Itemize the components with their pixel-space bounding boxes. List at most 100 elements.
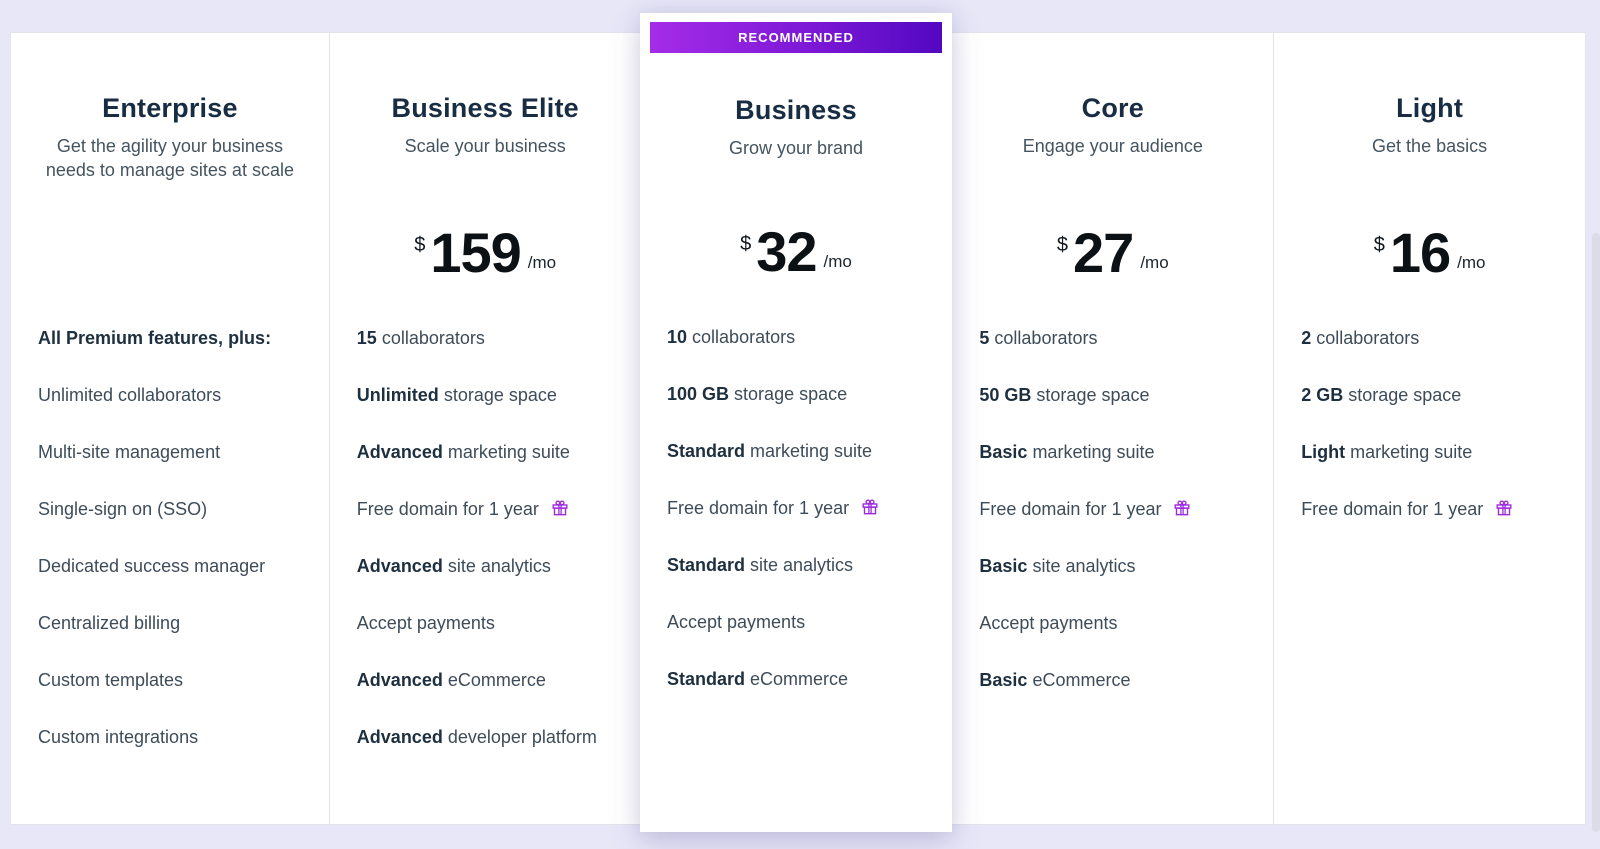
price-period: /mo <box>527 253 557 272</box>
plan-column-business-elite: Business Elite Scale your business $ 159… <box>328 33 641 824</box>
feature-item: Standard site analytics <box>667 555 854 575</box>
plan-name: Business Elite <box>391 93 579 123</box>
price-period: /mo <box>1140 253 1169 272</box>
feature-highlight: Basic <box>979 442 1028 462</box>
feature-item: Advanced eCommerce <box>356 670 546 690</box>
feature-item: 50 GB storage space <box>979 385 1150 405</box>
feature-item: Basic marketing suite <box>979 442 1155 462</box>
feature-highlight: 50 GB <box>979 385 1032 405</box>
plan-name: Core <box>1081 93 1144 123</box>
price-period: /mo <box>1457 253 1486 272</box>
feature-highlight: Unlimited <box>356 385 439 405</box>
feature-highlight: Standard <box>667 441 746 461</box>
feature-highlight: Advanced <box>356 556 443 576</box>
feature-highlight: Basic <box>979 670 1028 690</box>
feature-item: Light marketing suite <box>1301 442 1473 462</box>
feature-highlight: 10 <box>667 327 688 347</box>
feature-item: 2 GB storage space <box>1301 385 1462 405</box>
price-amount: 32 <box>756 220 817 283</box>
feature-item: Multi-site management <box>38 442 221 462</box>
price-currency: $ <box>414 234 426 256</box>
plan-tagline: Get the basics <box>1372 136 1488 156</box>
plan-header: Light Get the basics <box>1274 33 1585 188</box>
feature-item: 100 GB storage space <box>667 384 848 404</box>
plan-name: Light <box>1396 93 1464 123</box>
gift-icon <box>552 500 568 516</box>
plan-header: Core Engage your audience <box>952 33 1273 188</box>
plan-header: Business Elite Scale your business <box>330 33 641 188</box>
feature-item: Free domain for 1 year <box>1301 497 1565 521</box>
plan-price: $ 32 /mo <box>640 187 952 317</box>
plan-column-light: Light Get the basics $ 16 /mo 2 collabor… <box>1273 33 1585 824</box>
feature-item: Centralized billing <box>38 613 181 633</box>
feature-item: 10 collaborators <box>667 327 796 347</box>
feature-item: 2 collaborators <box>1301 328 1420 348</box>
feature-item: Free domain for 1 year <box>979 497 1253 521</box>
feature-item: Custom templates <box>38 670 184 690</box>
plan-name: Enterprise <box>102 93 238 123</box>
feature-highlight: Standard <box>667 669 746 689</box>
feature-item: Single-sign on (SSO) <box>38 499 208 519</box>
feature-list: 15 collaborators Unlimited storage space A… <box>330 326 641 749</box>
feature-item: Advanced developer platform <box>356 727 597 747</box>
price-period: /mo <box>823 252 852 271</box>
recommended-badge-label: RECOMMENDED <box>738 30 854 45</box>
feature-highlight: 15 <box>356 328 377 348</box>
plan-price: $ 16 /mo <box>1274 188 1585 318</box>
feature-list: All Premium features, plus: Unlimited col… <box>11 326 329 749</box>
price-amount: 27 <box>1073 221 1134 284</box>
feature-item: 15 collaborators <box>356 328 485 348</box>
plan-header: Enterprise Get the agility your business… <box>11 33 329 188</box>
feature-item: Advanced site analytics <box>356 556 551 576</box>
plan-tagline: Engage your audience <box>1022 136 1203 156</box>
feature-item: Accept payments <box>667 612 806 632</box>
feature-highlight: 2 GB <box>1301 385 1344 405</box>
feature-item: Custom integrations <box>38 727 199 747</box>
price-currency: $ <box>740 233 752 255</box>
price-currency: $ <box>1373 234 1385 256</box>
feature-highlight: 2 <box>1301 328 1312 348</box>
recommended-badge: RECOMMENDED <box>650 22 942 53</box>
feature-item: Advanced marketing suite <box>356 442 570 462</box>
plan-name: Business <box>735 95 857 125</box>
feature-highlight: Light <box>1301 442 1346 462</box>
feature-item: Accept payments <box>979 613 1118 633</box>
vertical-scrollbar[interactable] <box>1592 233 1600 832</box>
feature-list: 5 collaborators 50 GB storage space Basic … <box>952 326 1273 692</box>
feature-highlight: 5 <box>979 328 990 348</box>
plan-header: Business Grow your brand <box>640 53 952 187</box>
feature-list: 10 collaborators 100 GB storage space Stan… <box>640 325 952 691</box>
feature-highlight: Advanced <box>356 727 443 747</box>
price-amount: 159 <box>430 221 521 284</box>
gift-icon <box>862 499 878 515</box>
price-currency: $ <box>1056 234 1069 256</box>
gift-icon <box>1174 500 1190 516</box>
feature-highlight: Advanced <box>356 442 443 462</box>
plan-column-core: Core Engage your audience $ 27 /mo 5 col… <box>952 33 1273 824</box>
plan-price: $ 27 /mo <box>952 188 1273 318</box>
feature-item: Free domain for 1 year <box>357 497 621 521</box>
feature-highlight: Standard <box>667 555 746 575</box>
feature-item: Dedicated success manager <box>38 556 266 576</box>
feature-item: 5 collaborators <box>979 328 1098 348</box>
price-amount: 16 <box>1389 221 1451 284</box>
feature-item: Basic eCommerce <box>979 670 1131 690</box>
feature-highlight: 100 GB <box>667 384 730 404</box>
feature-highlight: Advanced <box>356 670 443 690</box>
feature-highlight: All Premium features, plus: <box>38 328 272 348</box>
feature-item: Standard eCommerce <box>667 669 849 689</box>
feature-item: Unlimited storage space <box>356 385 557 405</box>
plan-tagline: Grow your brand <box>728 138 864 158</box>
feature-highlight: Basic <box>979 556 1028 576</box>
plan-column-business-recommended: RECOMMENDED Business Grow your brand $ 3… <box>640 13 952 832</box>
gift-icon <box>1496 500 1512 516</box>
plan-price: $ 159 /mo <box>330 188 641 318</box>
feature-list: 2 collaborators 2 GB storage space Light m… <box>1274 326 1585 521</box>
feature-item: Standard marketing suite <box>667 441 873 461</box>
plan-column-enterprise: Enterprise Get the agility your business… <box>11 33 329 824</box>
plan-tagline: Scale your business <box>404 136 566 156</box>
feature-item: Basic site analytics <box>979 556 1136 576</box>
feature-item: Accept payments <box>356 613 495 633</box>
feature-item: Free domain for 1 year <box>667 496 932 520</box>
feature-item: Unlimited collaborators <box>38 385 222 405</box>
